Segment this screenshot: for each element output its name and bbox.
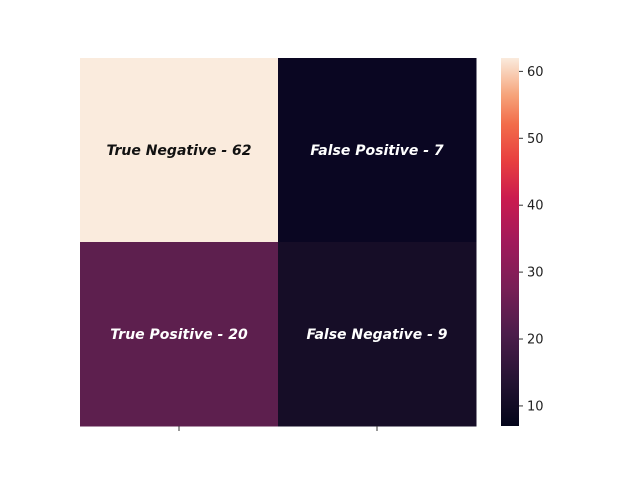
colorbar-ticks: 10 20 30 40 50 60 — [519, 65, 544, 414]
colorbar-tick-label: 50 — [527, 132, 544, 147]
cell-annotation: True Positive - 20 — [110, 327, 248, 343]
colorbar — [501, 58, 519, 426]
cell-annotation: True Negative - 62 — [106, 143, 251, 159]
heatmap-cell — [80, 58, 279, 243]
cell-annotation: False Negative - 9 — [307, 327, 448, 343]
heatmap-cell — [278, 242, 477, 427]
colorbar-tick-label: 30 — [527, 266, 544, 281]
cell-annotation: False Positive - 7 — [310, 143, 444, 159]
heatmap-cell — [278, 58, 477, 243]
colorbar-tick-label: 20 — [527, 333, 544, 348]
x-axis-ticks — [178, 426, 378, 431]
colorbar-tick-label: 40 — [527, 199, 544, 214]
heatmap-cells: True Negative - 62 False Positive - 7 True… — [80, 58, 477, 427]
colorbar-tick-label: 10 — [527, 399, 544, 414]
colorbar-tick-label: 60 — [527, 65, 544, 80]
heatmap-cell — [80, 242, 279, 427]
